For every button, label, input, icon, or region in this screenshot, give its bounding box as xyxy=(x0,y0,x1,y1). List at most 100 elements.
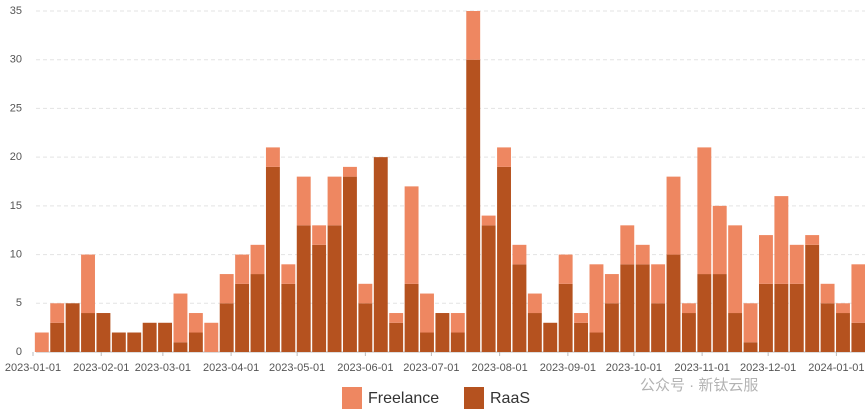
bar-segment xyxy=(481,215,496,226)
bar-segment xyxy=(188,313,203,333)
bar-segment xyxy=(774,283,789,352)
bar-segment xyxy=(50,303,65,323)
bar-segment xyxy=(527,293,542,314)
x-tick-label: 2023-01-01 xyxy=(5,362,61,374)
bar-segment xyxy=(358,303,373,352)
bar-segment xyxy=(712,205,727,275)
bar-segment xyxy=(389,313,404,323)
bar-segment xyxy=(312,225,327,245)
bar-segment xyxy=(805,244,820,352)
bar-segment xyxy=(281,264,296,284)
x-tick-label: 2023-11-01 xyxy=(674,362,729,374)
x-tick-label: 2023-10-01 xyxy=(606,362,662,374)
bar-segment xyxy=(188,332,203,352)
x-tick-label: 2023-07-01 xyxy=(403,362,459,374)
bar-segment xyxy=(127,332,142,352)
bar-segment xyxy=(635,264,650,352)
bar-segment xyxy=(373,157,388,352)
bar-segment xyxy=(697,274,712,352)
bar-segment xyxy=(466,59,481,352)
bar-segment xyxy=(173,293,188,343)
bar-segment xyxy=(589,332,604,352)
y-tick-label: 0 xyxy=(16,346,22,358)
y-tick-label: 10 xyxy=(10,248,22,260)
bar-segment xyxy=(743,303,758,343)
bar-segment xyxy=(50,322,65,352)
bar-segment xyxy=(666,176,681,255)
bar-segment xyxy=(558,283,573,352)
bar-segment xyxy=(512,244,527,265)
bar-segment xyxy=(851,322,865,352)
legend-swatch xyxy=(464,387,484,409)
bar-segment xyxy=(81,254,95,314)
y-tick-label: 30 xyxy=(10,54,22,66)
bar-segment xyxy=(296,225,311,352)
bar-segment xyxy=(420,293,434,333)
bar-segment xyxy=(265,147,280,167)
x-tick-label: 2023-04-01 xyxy=(203,362,259,374)
legend-label: Freelance xyxy=(368,390,439,407)
bar-segment xyxy=(34,332,49,352)
bar-segment xyxy=(404,283,419,352)
x-tick-label: 2024-01-01 xyxy=(808,362,864,374)
bar-segment xyxy=(527,313,542,352)
bar-segment xyxy=(250,244,265,275)
bar-segment xyxy=(820,283,835,304)
x-tick-label: 2023-12-01 xyxy=(740,362,796,374)
bar-segment xyxy=(651,303,666,352)
bar-segment xyxy=(173,342,188,352)
bar-segment xyxy=(158,322,173,352)
bar-segment xyxy=(219,303,234,352)
bar-segment xyxy=(774,196,789,284)
bar-segment xyxy=(296,176,311,226)
bar-segment xyxy=(450,313,465,333)
bar-segment xyxy=(235,254,250,284)
bar-segment xyxy=(620,225,635,265)
x-tick-label: 2023-03-01 xyxy=(135,362,191,374)
bar-segment xyxy=(342,176,357,352)
bar-segment xyxy=(219,274,234,304)
x-tick-label: 2023-09-01 xyxy=(540,362,596,374)
bar-segment xyxy=(620,264,635,352)
bar-segment xyxy=(758,283,773,352)
bar-segment xyxy=(420,332,434,352)
x-tick-label: 2023-05-01 xyxy=(269,362,325,374)
bar-segment xyxy=(512,264,527,352)
legend-swatch xyxy=(342,387,362,409)
bar-segment xyxy=(142,322,157,352)
bar-segment xyxy=(604,303,619,352)
bar-segment xyxy=(65,303,80,352)
bar-segment xyxy=(450,332,465,352)
watermark: 公众号 · 新钛云服 xyxy=(640,377,758,394)
bar-segment xyxy=(820,303,835,352)
bar-segment xyxy=(481,225,496,352)
bar-segment xyxy=(681,313,696,352)
bar-segment xyxy=(851,264,865,323)
bar-segment xyxy=(789,283,804,352)
bar-segment xyxy=(358,283,373,304)
x-tick-label: 2023-08-01 xyxy=(471,362,527,374)
bar-segment xyxy=(589,264,604,333)
bar-segment xyxy=(743,342,758,352)
bar-segment xyxy=(604,274,619,304)
bar-segment xyxy=(466,11,481,60)
bar-segment xyxy=(327,176,342,226)
bar-segment xyxy=(836,303,850,314)
bar-segment xyxy=(836,313,850,352)
y-tick-label: 5 xyxy=(16,297,22,309)
y-tick-label: 35 xyxy=(10,5,22,17)
bar-segment xyxy=(265,166,280,352)
bar-segment xyxy=(250,274,265,352)
x-tick-label: 2023-06-01 xyxy=(337,362,393,374)
bar-segment xyxy=(327,225,342,352)
bar-segment xyxy=(281,283,296,352)
y-tick-label: 20 xyxy=(10,151,22,163)
bar-segment xyxy=(697,147,712,275)
bar-segment xyxy=(712,274,727,352)
bar-segment xyxy=(666,254,681,352)
bar-segment xyxy=(497,166,511,352)
bar-segment xyxy=(342,166,357,177)
bar-segment xyxy=(312,244,327,352)
